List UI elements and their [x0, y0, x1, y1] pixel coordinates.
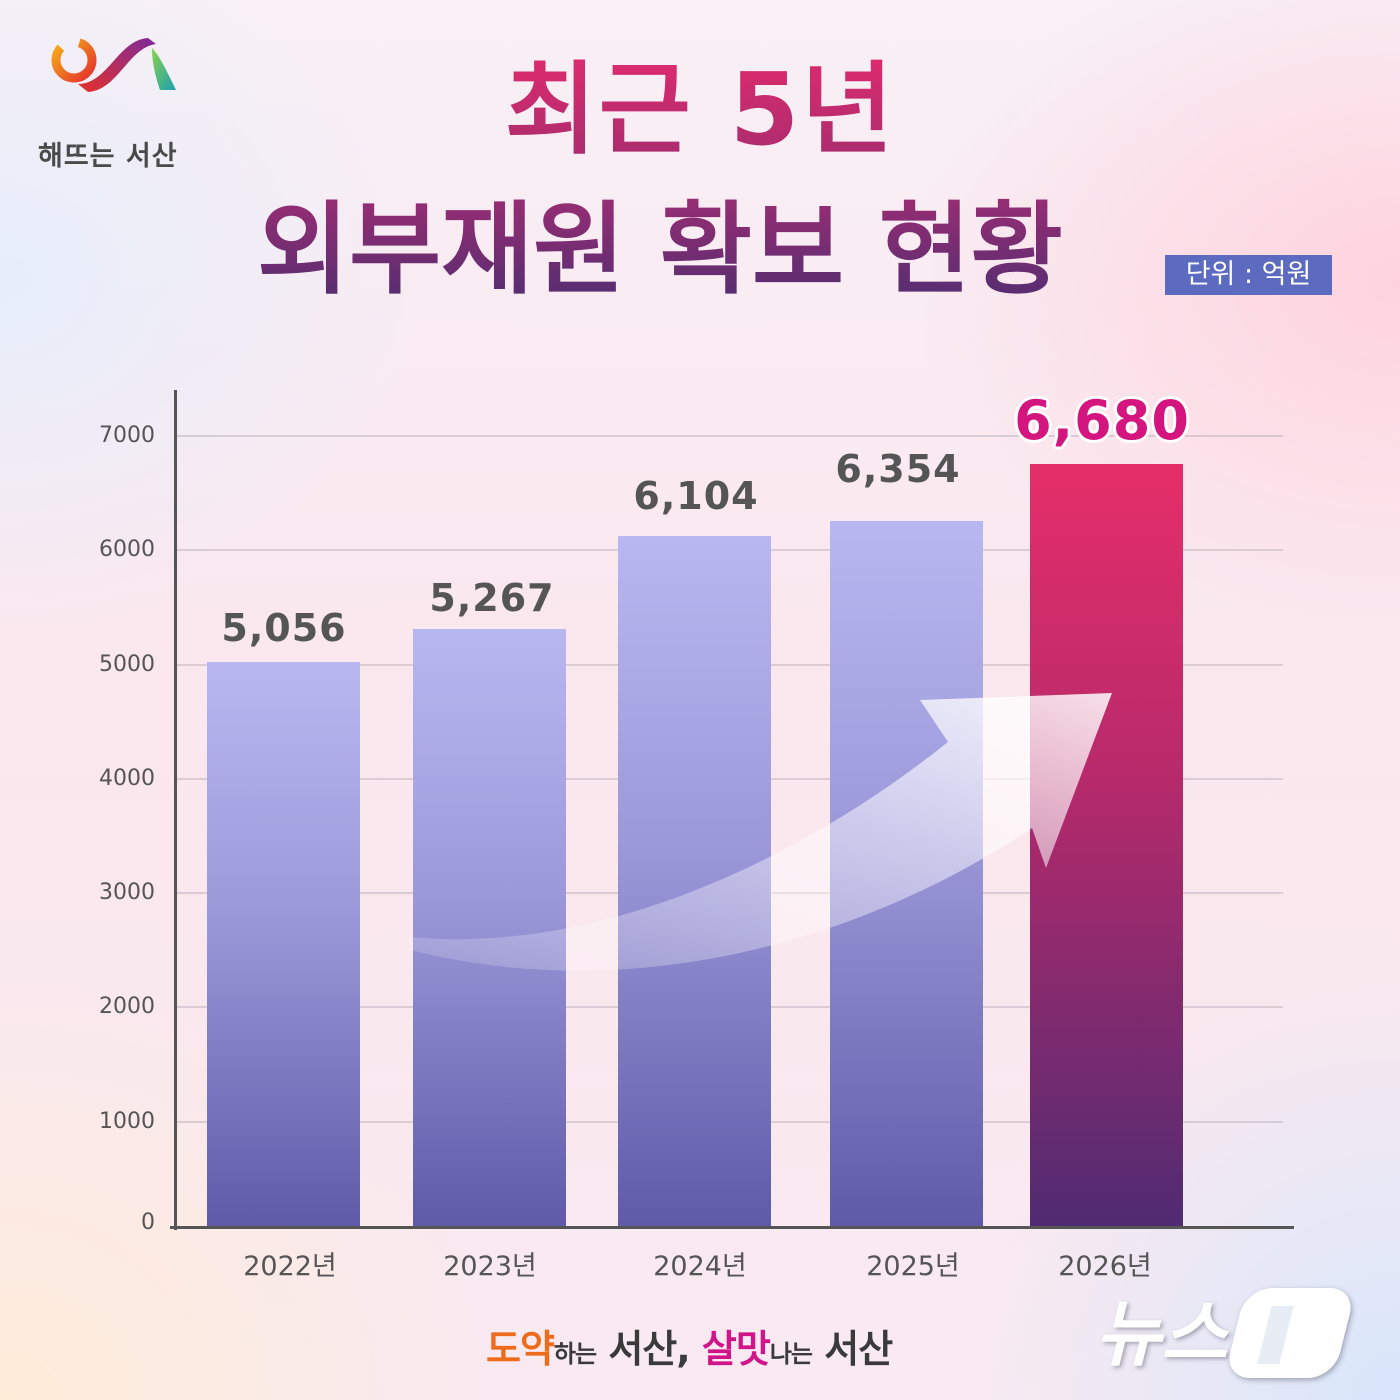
y-tick-label: 4000 — [99, 766, 155, 791]
slogan-small-2: 나는 — [769, 1340, 813, 1368]
bar-2024 — [618, 536, 771, 1228]
slogan-small-1: 하는 — [553, 1340, 597, 1368]
value-label-2025: 6,354 — [835, 447, 961, 491]
gridline-7000 — [176, 435, 1283, 437]
y-tick-label: 1000 — [99, 1109, 155, 1134]
bar-2022 — [207, 662, 360, 1228]
x-axis — [170, 1226, 1294, 1229]
x-label-2024: 2024년 — [653, 1251, 747, 1282]
y-tick-label: 0 — [141, 1210, 155, 1235]
slogan-highlight-1: 도약 — [486, 1327, 555, 1371]
slogan-highlight-2: 살맛 — [701, 1327, 771, 1371]
x-label-2023: 2023년 — [443, 1251, 537, 1282]
x-label-2025: 2025년 — [866, 1251, 960, 1282]
slogan-city-2: 서산 — [812, 1327, 893, 1371]
news1-watermark-logo: 뉴스 — [1095, 1275, 1357, 1384]
y-tick-label: 5000 — [99, 652, 155, 677]
value-label-2024: 6,104 — [633, 474, 759, 518]
unit-badge: 단위 : 억원 — [1165, 255, 1332, 295]
news1-one-icon — [1224, 1288, 1357, 1379]
footer-slogan: 도약하는 서산, 살맛나는 서산 — [486, 1318, 893, 1373]
x-label-2026: 2026년 — [1058, 1251, 1152, 1282]
logo-text: 해뜨는 서산 — [38, 134, 188, 173]
y-axis — [174, 390, 177, 1230]
bar-2026-highlight — [1030, 464, 1183, 1228]
seosan-logo: 해뜨는 서산 — [36, 34, 186, 172]
slogan-city-1: 서산, — [596, 1327, 702, 1371]
y-tick-label: 3000 — [99, 880, 155, 905]
news-logo-text: 뉴스 — [1095, 1292, 1228, 1376]
y-tick-label: 7000 — [99, 423, 155, 448]
bar-2023 — [413, 629, 566, 1228]
bar-2025 — [830, 521, 983, 1228]
y-tick-label: 2000 — [99, 994, 155, 1019]
page-title-line1: 최근 5년 — [0, 50, 1400, 170]
page-title-line2: 외부재원 확보 현황 — [0, 190, 1360, 310]
value-label-2023: 5,267 — [429, 576, 555, 620]
seosan-city-logo-icon — [51, 37, 176, 92]
value-label-2026: 6,680 — [1014, 389, 1190, 452]
y-tick-label: 6000 — [99, 537, 155, 562]
x-label-2022: 2022년 — [243, 1251, 337, 1282]
value-label-2022: 5,056 — [221, 606, 347, 650]
